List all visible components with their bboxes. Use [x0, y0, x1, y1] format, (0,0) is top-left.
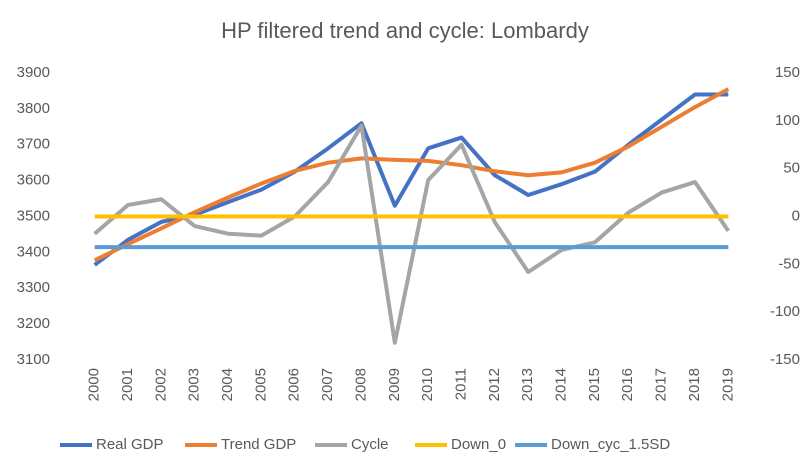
series-line [93, 92, 729, 267]
x-tick-label: 2014 [553, 368, 570, 401]
legend-label: Down_0 [451, 436, 506, 453]
y-tick-label: 3800 [17, 100, 50, 117]
y-tick-label: 3900 [17, 64, 50, 81]
y-tick-label: 3600 [17, 172, 50, 189]
legend-label: Down_cyc_1.5SD [551, 436, 670, 453]
y2-tick-label: 50 [783, 160, 800, 177]
x-tick-label: 2016 [619, 368, 636, 401]
x-tick-label: 2009 [386, 368, 403, 401]
x-tick-label: 2006 [286, 368, 303, 401]
x-tick-label: 2007 [319, 368, 336, 401]
x-tick-label: 2003 [186, 368, 203, 401]
y2-tick-label: 0 [792, 207, 800, 224]
x-tick-label: 2004 [219, 368, 236, 401]
legend-label: Trend GDP [221, 436, 296, 453]
x-tick-label: 2018 [686, 368, 703, 401]
y2-tick-label: -100 [770, 303, 800, 320]
y-tick-label: 3300 [17, 279, 50, 296]
y-tick-label: 3500 [17, 207, 50, 224]
y-tick-label: 3700 [17, 136, 50, 153]
legend-label: Real GDP [96, 436, 164, 453]
x-tick-label: 2001 [119, 368, 136, 401]
y-tick-label: 3100 [17, 351, 50, 368]
x-tick-label: 2002 [152, 368, 169, 401]
series-line [93, 123, 730, 345]
chart-title: HP filtered trend and cycle: Lombardy [221, 18, 589, 43]
x-tick-label: 2000 [86, 368, 103, 401]
x-tick-label: 2017 [653, 368, 670, 401]
x-tick-label: 2012 [486, 368, 503, 401]
y2-tick-label: 100 [775, 112, 800, 129]
y2-tick-label: -50 [778, 255, 800, 272]
y-tick-label: 3400 [17, 243, 50, 260]
x-tick-label: 2011 [452, 368, 469, 400]
x-tick-label: 2008 [352, 368, 369, 401]
x-tick-label: 2005 [252, 368, 269, 401]
x-tick-label: 2010 [419, 368, 436, 401]
y2-tick-label: -150 [770, 351, 800, 368]
x-tick-label: 2015 [586, 368, 603, 401]
x-tick-label: 2013 [519, 368, 536, 401]
y2-tick-label: 150 [775, 64, 800, 81]
legend-label: Cycle [351, 436, 389, 453]
series-line [93, 87, 730, 263]
y-tick-label: 3200 [17, 315, 50, 332]
x-tick-label: 2019 [719, 368, 736, 401]
